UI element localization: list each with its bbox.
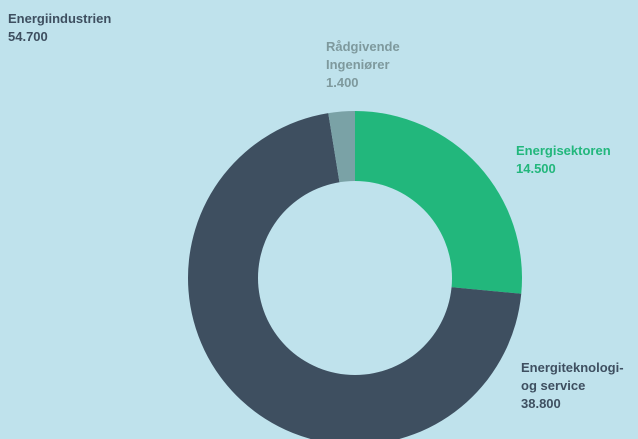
chart-title: Energiindustrien — [8, 11, 112, 26]
slice-label-name: Energisektoren — [516, 143, 611, 158]
donut-hole — [258, 181, 452, 375]
slice-label-name-line-2: og service — [521, 378, 586, 393]
slice-label-name-line-1: Energiteknologi- — [521, 360, 624, 375]
slice-label-value: 1.400 — [326, 75, 359, 90]
slice-label-value: 38.800 — [521, 396, 561, 411]
slice-label-energisektoren: Energisektoren 14.500 — [516, 142, 611, 178]
chart-total: 54.700 — [8, 29, 48, 44]
slice-label-name-line-1: Rådgivende — [326, 39, 400, 54]
slice-label-radgivende-ingeniorer: Rådgivende Ingeniører 1.400 — [326, 38, 400, 92]
slice-label-energiteknologi: Energiteknologi- og service 38.800 — [521, 359, 624, 413]
slice-label-name-line-2: Ingeniører — [326, 57, 390, 72]
slice-label-value: 14.500 — [516, 161, 556, 176]
chart-title-block: Energiindustrien 54.700 — [8, 10, 111, 46]
